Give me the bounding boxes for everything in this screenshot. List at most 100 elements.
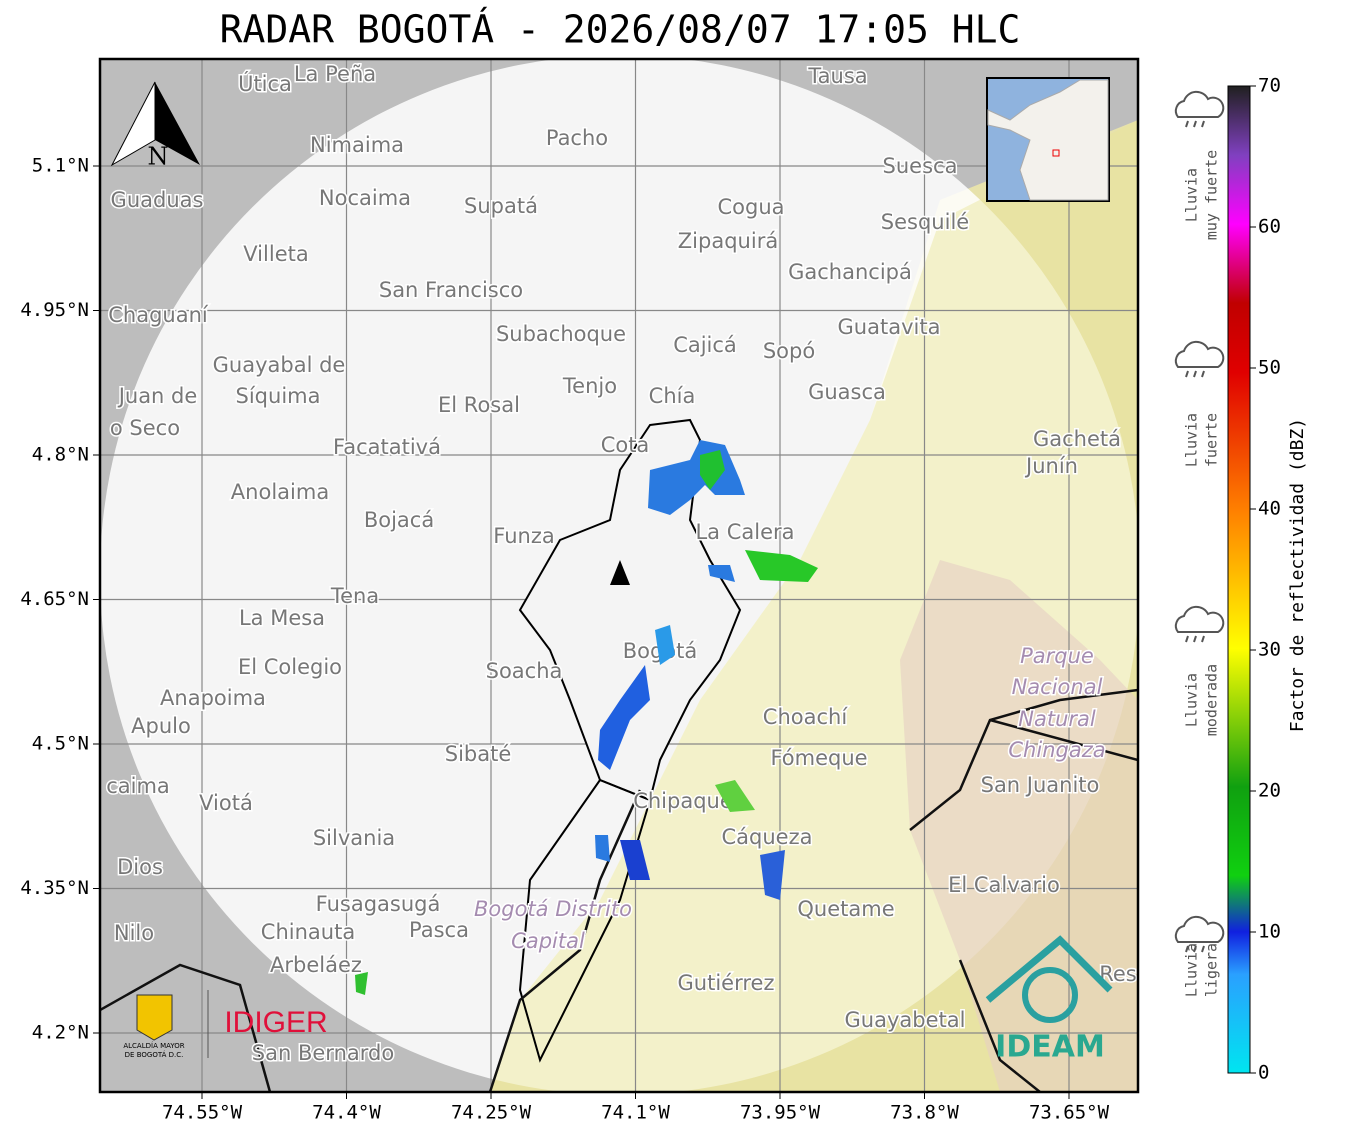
place-label: Facatativá	[333, 435, 441, 459]
radar-site	[610, 560, 630, 585]
echo	[700, 450, 725, 490]
place-label: Cáqueza	[722, 825, 813, 849]
place-label: La Mesa	[239, 606, 325, 630]
place-label: Anolaima	[231, 480, 329, 504]
rain-category: Lluvia	[1183, 943, 1201, 997]
rain-category: Lluvia	[1183, 168, 1201, 222]
place-label: Zipaquirá	[678, 229, 778, 253]
place-label: Pacho	[546, 126, 608, 150]
rain-icon	[1174, 915, 1225, 953]
place-label: Pasca	[409, 918, 469, 942]
echo	[745, 550, 818, 582]
place-label: Útica	[238, 71, 292, 96]
colorbar-tick-label: 20	[1258, 780, 1281, 802]
y-tick-label: 4.8°N	[32, 444, 89, 466]
place-label: Capital	[511, 929, 585, 953]
rain-icon	[1174, 605, 1225, 643]
colorbar-label: Factor de reflectividad (dBZ)	[1287, 418, 1308, 732]
place-label: Tena	[330, 584, 379, 608]
colorbar-tick-label: 50	[1258, 357, 1281, 379]
place-label: Natural	[1018, 707, 1096, 731]
cloud	[1174, 605, 1225, 633]
place-label: Cajicá	[673, 333, 737, 357]
place-label: Supatá	[464, 194, 538, 218]
place-label: Sopó	[763, 339, 815, 363]
rain-category: fuerte	[1203, 413, 1221, 467]
place-label: Chinauta	[261, 920, 355, 944]
x-tick-label: 74.4°W	[312, 1102, 381, 1124]
place-label: El Colegio	[238, 655, 342, 679]
place-label: Guasca	[808, 380, 886, 404]
place-label: Villeta	[243, 242, 308, 266]
y-tick-label: 4.35°N	[20, 877, 89, 899]
place-label: Nimaima	[310, 133, 404, 157]
colorbar-tick-label: 70	[1258, 75, 1281, 97]
echo	[715, 780, 755, 812]
place-label: Tausa	[807, 64, 867, 88]
y-tick-label: 4.2°N	[32, 1022, 89, 1044]
place-label: Anapoima	[160, 686, 266, 710]
x-tick-label: 73.95°W	[740, 1102, 821, 1124]
y-tick-label: 4.65°N	[20, 588, 89, 610]
cloud	[1174, 915, 1225, 943]
rain-category: moderada	[1203, 664, 1221, 736]
drops	[1185, 945, 1205, 953]
place-label: Funza	[493, 524, 554, 548]
place-label: Junín	[1024, 454, 1078, 478]
echo	[760, 850, 785, 900]
colorbar-tick-label: 0	[1258, 1062, 1269, 1084]
x-tick-label: 73.65°W	[1029, 1102, 1110, 1124]
place-label: Dios	[117, 855, 163, 879]
drops	[1185, 635, 1205, 643]
place-label: Nacional	[1012, 675, 1103, 699]
place-label: Nocaima	[319, 186, 411, 210]
logos: ALCALDÍA MAYOR DE BOGOTÁ D.C. IDIGER IDE…	[123, 935, 1113, 1065]
idiger-logo: IDIGER	[224, 1006, 327, 1039]
echo	[655, 625, 675, 665]
drops	[1185, 120, 1205, 128]
place-label: Sibaté	[445, 742, 512, 766]
inset-map	[986, 77, 1110, 202]
colorbar-tick-label: 30	[1258, 639, 1281, 661]
colorbar-tick-label: 60	[1258, 216, 1281, 238]
rain-icon	[1174, 340, 1225, 378]
place-label: El Calvario	[948, 873, 1060, 897]
place-label: Guatavita	[838, 315, 941, 339]
place-label: La Peña	[294, 62, 376, 86]
y-tick-label: 5.1°N	[32, 155, 89, 177]
place-label: Síquima	[236, 384, 321, 408]
colorbar-tick-label: 40	[1258, 498, 1281, 520]
map: Útica La Peña Tausa Pacho Nimaima Guaduas Noca…	[100, 59, 1138, 1092]
colorbar	[1227, 85, 1251, 1074]
north-arrow: N	[110, 81, 200, 171]
place-label: Guayabetal	[845, 1008, 966, 1032]
y-tick-label: 4.5°N	[32, 733, 89, 755]
place-label: Cota	[601, 433, 650, 457]
echo	[708, 565, 735, 582]
place-label: Guayabal de	[213, 353, 346, 377]
drops	[1185, 370, 1205, 378]
place-label: o Seco	[110, 416, 180, 440]
district-boundary	[518, 778, 652, 1063]
place-label: Parque	[1020, 644, 1094, 668]
place-label: Viotá	[199, 791, 253, 815]
place-label: Gachetá	[1033, 427, 1121, 451]
echo	[620, 840, 650, 880]
x-tick-label: 74.25°W	[451, 1102, 532, 1124]
ideam-logo: IDEAM	[995, 1030, 1105, 1065]
place-label: Bogotá Distrito	[474, 897, 632, 921]
place-label: Fómeque	[770, 746, 867, 770]
title: RADAR BOGOTÁ - 2026/08/07 17:05 HLC	[220, 8, 1021, 52]
place-label: Chaguaní	[108, 303, 209, 327]
rain-category: Lluvia	[1183, 413, 1201, 467]
cloud	[1174, 340, 1225, 368]
place-label: Arbeláez	[270, 953, 362, 977]
place-label: Gutiérrez	[678, 971, 775, 995]
echo	[595, 835, 610, 862]
alcaldia-text: DE BOGOTÁ D.C.	[125, 1050, 184, 1059]
place-label: Fusagasugá	[316, 892, 441, 916]
place-label: Gachancipá	[788, 260, 912, 284]
place-label: La Calera	[695, 520, 794, 544]
place-label: Subachoque	[496, 322, 626, 346]
place-label: Chingaza	[1008, 738, 1105, 762]
